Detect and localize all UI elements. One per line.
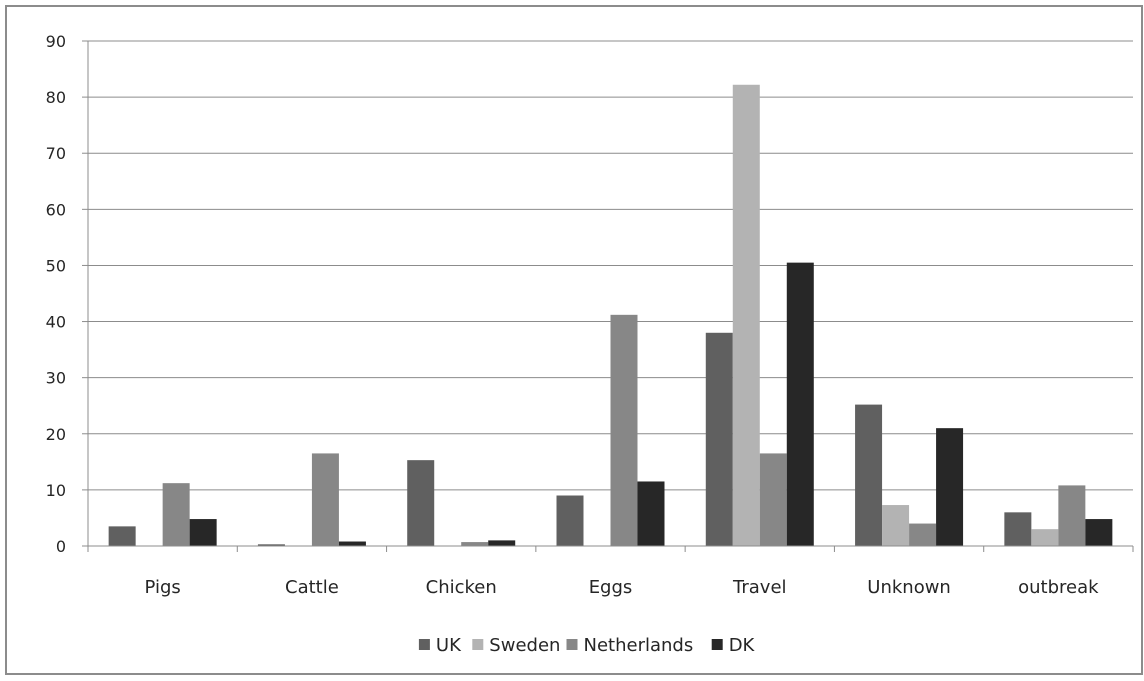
bar-uk-cattle [257,544,285,546]
bar-uk-pigs [108,526,136,546]
bar-netherlands-chicken [461,542,489,546]
y-tick-label: 0 [56,537,66,556]
x-tick-label: Pigs [145,577,181,598]
bar-sweden-unknown [882,505,910,546]
legend-label: Sweden [489,635,560,656]
bar-netherlands-pigs [162,483,190,546]
y-tick-label: 20 [46,425,66,444]
bar-netherlands-outbreak [1058,485,1086,546]
y-tick-label: 60 [46,200,66,219]
y-tick-label: 90 [46,32,66,51]
x-tick-label: Unknown [867,577,951,598]
legend-swatch [418,639,430,650]
bar-dk-chicken [488,540,516,546]
y-tick-label: 40 [46,313,66,332]
bar-dk-eggs [637,481,665,546]
bar-dk-pigs [189,519,217,546]
bar-netherlands-travel [759,453,787,546]
y-tick-label: 80 [46,88,66,107]
x-tick-label: outbreak [1018,577,1099,598]
y-tick-label: 50 [46,256,66,275]
bars [108,84,1113,547]
y-tick-label: 10 [46,481,66,500]
bar-dk-outbreak [1085,519,1113,546]
bar-uk-unknown [855,404,883,546]
legend-item-sweden: Sweden [472,635,560,656]
chart-border [5,5,1143,675]
bar-dk-cattle [338,541,366,546]
legend-item-dk: DK [711,635,756,656]
legend: UK Sweden Netherlands DK [418,635,756,656]
legend-swatch [566,639,578,650]
legend-label: UK [436,635,462,656]
legend-item-uk: UK [418,635,462,656]
bar-netherlands-eggs [610,314,638,546]
bar-uk-eggs [556,495,584,546]
bar-dk-travel [786,262,814,546]
y-axis: 0 10 20 30 40 50 60 70 80 90 [46,32,89,556]
bar-uk-outbreak [1004,512,1032,546]
x-axis: Pigs Cattle Chicken Eggs Travel Unknown outbre… [87,545,1134,598]
y-tick-label: 70 [46,144,66,163]
y-tick-label: 30 [46,369,66,388]
legend-swatch [472,639,484,650]
bar-sweden-outbreak [1031,529,1059,546]
legend-label: DK [729,635,756,656]
legend-swatch [711,639,723,650]
bar-netherlands-cattle [311,453,339,546]
bar-uk-chicken [407,460,435,546]
x-tick-label: Travel [732,577,787,598]
bar-dk-unknown [936,428,964,546]
legend-label: Netherlands [584,635,694,656]
x-tick-label: Cattle [285,577,339,598]
legend-item-netherlands: Netherlands [566,635,694,656]
bar-netherlands-unknown [909,523,937,546]
x-tick-label: Eggs [589,577,633,598]
bar-uk-travel [705,332,733,546]
bar-sweden-travel [732,84,760,547]
x-tick-label: Chicken [426,577,497,598]
